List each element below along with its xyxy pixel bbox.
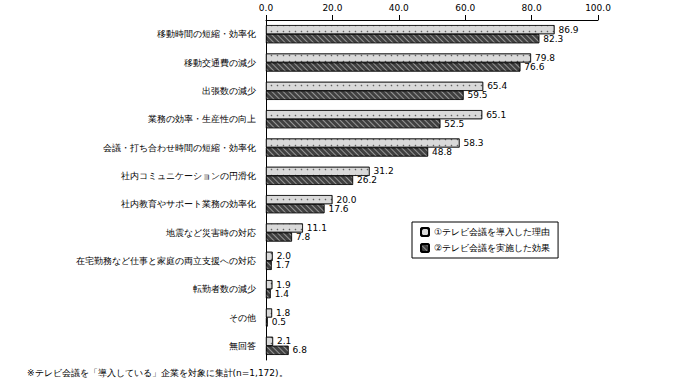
svg-text:31.2: 31.2 xyxy=(373,166,394,177)
svg-text:0.0: 0.0 xyxy=(259,3,274,13)
svg-text:その他: その他 xyxy=(229,313,256,323)
svg-text:58.3: 58.3 xyxy=(464,138,484,148)
svg-text:在宅勤務など仕事と家庭の両立支援への対応: 在宅勤務など仕事と家庭の両立支援への対応 xyxy=(76,256,256,266)
svg-text:20.0: 20.0 xyxy=(322,3,342,13)
svg-text:100.0: 100.0 xyxy=(585,3,611,13)
svg-text:1.4: 1.4 xyxy=(275,289,290,299)
svg-text:40.0: 40.0 xyxy=(389,3,409,13)
svg-text:86.9: 86.9 xyxy=(558,24,579,35)
svg-text:①テレビ会議を導入した理由: ①テレビ会議を導入した理由 xyxy=(434,227,550,237)
svg-text:17.6: 17.6 xyxy=(328,204,348,214)
svg-text:地震など災害時の対応: 地震など災害時の対応 xyxy=(165,228,256,238)
svg-text:社内コミュニケーションの円滑化: 社内コミュニケーションの円滑化 xyxy=(121,171,256,181)
svg-text:転勤者数の減少: 転勤者数の減少 xyxy=(193,284,256,294)
svg-text:11.1: 11.1 xyxy=(306,223,327,233)
svg-text:76.6: 76.6 xyxy=(524,62,544,72)
svg-text:無回答: 無回答 xyxy=(229,341,256,351)
svg-text:②テレビ会議を実施した効果: ②テレビ会議を実施した効果 xyxy=(434,243,550,253)
svg-text:2.0: 2.0 xyxy=(276,251,291,262)
svg-text:48.8: 48.8 xyxy=(432,147,452,157)
svg-text:80.0: 80.0 xyxy=(522,3,542,13)
svg-text:2.1: 2.1 xyxy=(277,336,291,346)
svg-text:1.7: 1.7 xyxy=(276,260,290,270)
svg-text:移動時間の短縮・効率化: 移動時間の短縮・効率化 xyxy=(157,29,256,39)
svg-text:0.5: 0.5 xyxy=(272,317,286,327)
svg-text:79.8: 79.8 xyxy=(534,53,555,63)
svg-text:59.5: 59.5 xyxy=(468,90,488,100)
svg-text:60.0: 60.0 xyxy=(455,3,475,13)
svg-text:移動交通費の減少: 移動交通費の減少 xyxy=(184,58,256,68)
svg-text:20.0: 20.0 xyxy=(336,194,357,205)
svg-text:82.3: 82.3 xyxy=(543,34,563,44)
svg-text:出張数の減少: 出張数の減少 xyxy=(202,86,256,96)
svg-text:1.8: 1.8 xyxy=(276,308,291,318)
svg-text:会議・打ち合わせ時間の短縮・効率化: 会議・打ち合わせ時間の短縮・効率化 xyxy=(103,143,256,153)
svg-text:52.5: 52.5 xyxy=(444,119,464,129)
svg-text:65.4: 65.4 xyxy=(487,81,507,91)
svg-text:6.8: 6.8 xyxy=(293,345,308,355)
svg-text:※テレビ会議を「導入している」企業を対象に集計(n=1,17: ※テレビ会議を「導入している」企業を対象に集計(n=1,172)。 xyxy=(27,368,288,378)
svg-text:社内教育やサポート業務の効率化: 社内教育やサポート業務の効率化 xyxy=(121,199,256,209)
svg-text:1.9: 1.9 xyxy=(276,279,291,290)
svg-text:65.1: 65.1 xyxy=(486,110,506,120)
svg-text:7.8: 7.8 xyxy=(296,232,311,242)
svg-text:26.2: 26.2 xyxy=(357,175,377,185)
svg-text:業務の効率・生産性の向上: 業務の効率・生産性の向上 xyxy=(148,114,256,124)
